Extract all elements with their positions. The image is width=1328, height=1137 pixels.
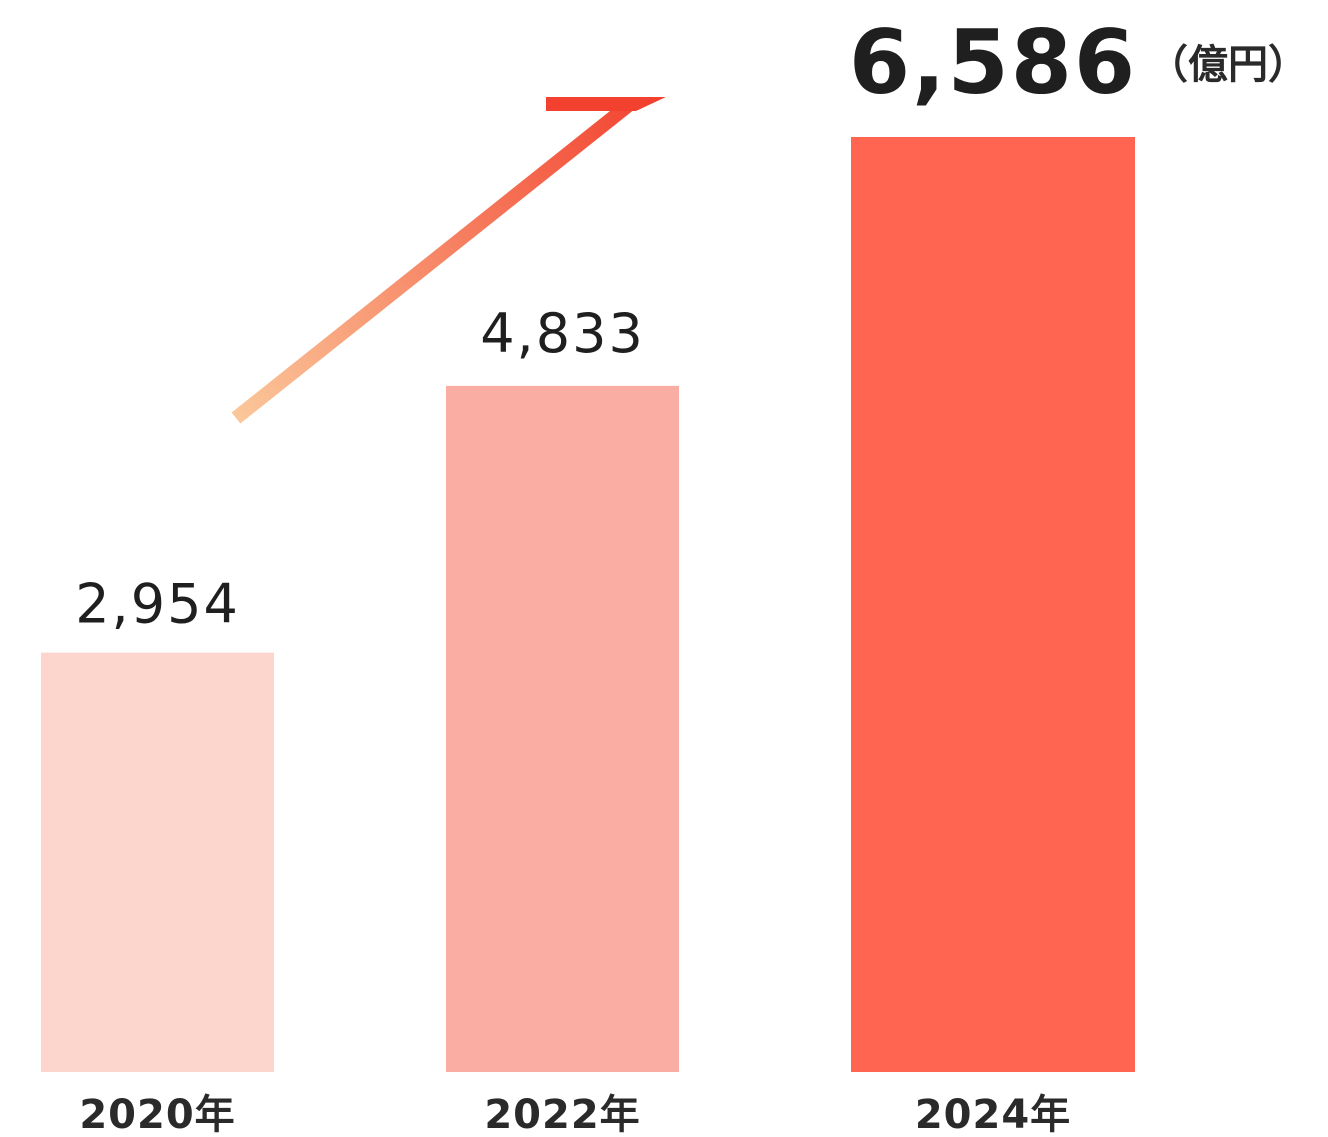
trend-arrow-head — [546, 97, 666, 111]
x-tick-labels-group: 2020年 2022年 2024年 — [79, 1092, 1071, 1137]
trend-arrow — [231, 97, 666, 424]
value-label-2020: 2,954 — [75, 573, 240, 636]
trend-arrow-icon — [231, 97, 651, 424]
bar-2020 — [41, 652, 274, 1072]
bar-2022 — [446, 385, 679, 1072]
unit-label: （億円） — [1148, 42, 1308, 88]
x-tick-label-2022: 2022年 — [484, 1092, 640, 1137]
bar-2024 — [851, 137, 1135, 1072]
x-tick-label-2024: 2024年 — [915, 1092, 1071, 1137]
bars-group — [41, 137, 1135, 1072]
x-tick-label-2020: 2020年 — [79, 1092, 235, 1137]
value-label-2024: 6,586 — [849, 11, 1137, 114]
value-labels-group: 2,954 4,833 6,586 — [75, 11, 1137, 636]
value-label-2022: 4,833 — [480, 302, 645, 365]
